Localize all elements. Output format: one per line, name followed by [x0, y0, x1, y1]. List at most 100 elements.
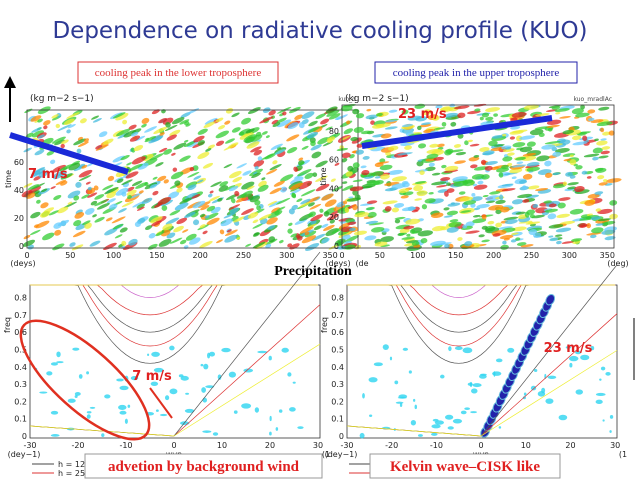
contour-blob: [509, 136, 516, 140]
contour-blob: [148, 136, 163, 144]
contour-blob: [293, 166, 299, 172]
contour-blob: [495, 222, 502, 228]
contour-blob: [38, 171, 48, 178]
contour-blob: [595, 223, 605, 226]
contour-blob: [342, 234, 351, 240]
spectral-blob: [118, 404, 127, 410]
contour-blob: [149, 153, 164, 161]
y-tick-label: 0: [334, 242, 339, 251]
contour-blob: [229, 170, 242, 179]
y-tick-label: 60: [329, 156, 339, 165]
contour-blob: [308, 202, 315, 207]
contour-blob: [34, 149, 45, 156]
contour-blob: [516, 242, 527, 246]
contour-blob: [191, 194, 201, 199]
x-tick-label: 30: [313, 441, 323, 450]
contour-blob: [506, 152, 515, 156]
contour-blob: [441, 121, 447, 127]
spectral-blob: [389, 356, 393, 361]
contour-blob: [431, 225, 446, 232]
kelvin-curve: [173, 251, 321, 437]
contour-blob: [501, 188, 516, 192]
contour-blob: [126, 186, 135, 192]
contour-blob: [416, 190, 428, 197]
contour-blob: [179, 197, 193, 205]
contour-blob: [136, 206, 145, 211]
spectral-blob: [471, 388, 478, 394]
contour-blob: [329, 219, 335, 224]
contour-blob: [144, 136, 157, 143]
spectral-blob: [268, 355, 272, 361]
contour-blob: [598, 106, 610, 111]
contour-blob: [215, 130, 229, 139]
spectral-blob: [431, 424, 441, 429]
contour-blob: [502, 156, 513, 162]
contour-blob: [499, 194, 504, 201]
spectral-blob: [498, 426, 502, 429]
x-tick-label: 50: [65, 251, 75, 260]
contour-blob: [291, 193, 296, 198]
x-tick-label: 150: [448, 251, 463, 260]
contour-blob: [312, 172, 318, 177]
contour-blob: [592, 156, 599, 161]
contour-blob: [145, 137, 150, 141]
spectral-blob: [289, 407, 296, 412]
caption-box: [84, 453, 323, 479]
x-unit: (1: [619, 450, 627, 459]
contour-blob: [446, 182, 451, 186]
contour-blob: [350, 136, 358, 142]
contour-blob: [504, 219, 518, 225]
speed-label: 7 m/s: [132, 369, 172, 384]
spectral-blob: [394, 380, 399, 385]
contour-blob: [394, 219, 401, 224]
contour-blob: [31, 127, 42, 133]
spectral-blob: [292, 381, 296, 384]
contour-blob: [523, 104, 539, 110]
contour-blob: [204, 117, 218, 125]
x-tick-label: 200: [193, 251, 208, 260]
contour-blob: [54, 139, 65, 146]
contour-blob: [522, 152, 537, 157]
contour-blob: [384, 181, 400, 186]
contour-blob: [511, 176, 517, 180]
contour-blob: [552, 183, 566, 189]
y-tick-label: 40: [14, 186, 24, 195]
contour-blob: [121, 179, 133, 186]
contour-blob: [347, 221, 357, 226]
contour-blob: [370, 226, 385, 233]
contour-blob: [35, 166, 46, 172]
contour-blob: [515, 237, 521, 241]
contour-blob: [134, 221, 141, 228]
kelvin-curve: [480, 313, 618, 437]
contour-blob: [374, 241, 388, 247]
contour-blob: [417, 230, 433, 237]
contour-blob: [179, 119, 190, 125]
contour-blob: [269, 164, 282, 171]
spectral-blob: [67, 398, 76, 403]
contour-blob: [219, 229, 225, 235]
contour-blob: [418, 143, 427, 149]
contour-blob: [202, 230, 208, 235]
spectral-blob: [209, 351, 216, 357]
spectral-blob: [241, 403, 252, 409]
contour-blob: [106, 198, 116, 204]
contour-blob: [460, 210, 472, 213]
contour-blob: [315, 113, 326, 120]
contour-blob: [187, 171, 200, 178]
spectral-blob: [522, 396, 526, 400]
spectral-blob: [541, 387, 546, 394]
spectral-blob: [547, 375, 557, 380]
spectral-blob: [445, 414, 454, 420]
contour-blob: [271, 119, 279, 125]
contour-blob: [366, 108, 372, 112]
speed-label: 23 m/s: [544, 341, 593, 356]
y-tick-label: 0.4: [14, 363, 27, 372]
plot-frame: [26, 109, 359, 249]
slide-title: Dependence on radiative cooling profile …: [52, 18, 587, 44]
contour-blob: [276, 197, 291, 205]
contour-blob: [561, 241, 574, 244]
contour-blob: [199, 240, 213, 249]
contour-blob: [435, 104, 443, 109]
contour-blob: [199, 224, 206, 229]
contour-blob: [252, 241, 266, 249]
